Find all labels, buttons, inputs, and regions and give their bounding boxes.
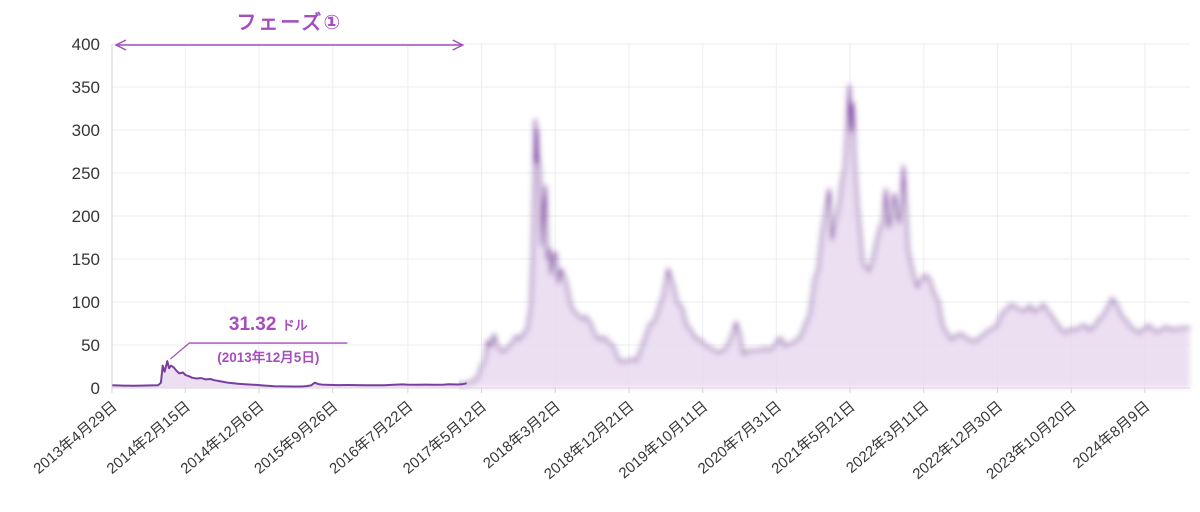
y-tick-label: 100 <box>72 293 100 312</box>
y-tick-label: 0 <box>91 379 100 398</box>
price-line <box>458 84 1191 386</box>
y-tick-label: 300 <box>72 121 100 140</box>
phase-1-arrow <box>114 39 465 51</box>
peak-date-annotation: (2013年12月5日) <box>217 350 320 366</box>
x-axis-labels: 2013年4月29日2014年2月15日2014年12月6日2015年9月26日… <box>30 388 1153 483</box>
series-clear-segment <box>112 360 467 388</box>
price-line <box>112 360 467 388</box>
peak-leader-line <box>169 342 348 360</box>
y-tick-label: 400 <box>72 35 100 54</box>
x-tick-label: 2024年8月9日 <box>1070 398 1154 472</box>
y-tick-label: 200 <box>72 207 100 226</box>
peak-value-number: 31.32 <box>228 314 277 336</box>
series-blurred-segment <box>458 84 1191 388</box>
peak-value-annotation: 31.32 ドル <box>177 314 359 336</box>
y-tick-label: 150 <box>72 250 100 269</box>
y-tick-label: 250 <box>72 164 100 183</box>
price-area <box>458 85 1190 388</box>
y-tick-label: 50 <box>81 336 100 355</box>
y-axis-labels: 0 50 100 150 200 250 300 350 400 <box>72 35 100 398</box>
y-tick-label: 350 <box>72 78 100 97</box>
price-area <box>112 361 467 388</box>
peak-value-unit: ドル <box>281 318 308 334</box>
phase-1-label: フェーズ① <box>236 12 343 34</box>
